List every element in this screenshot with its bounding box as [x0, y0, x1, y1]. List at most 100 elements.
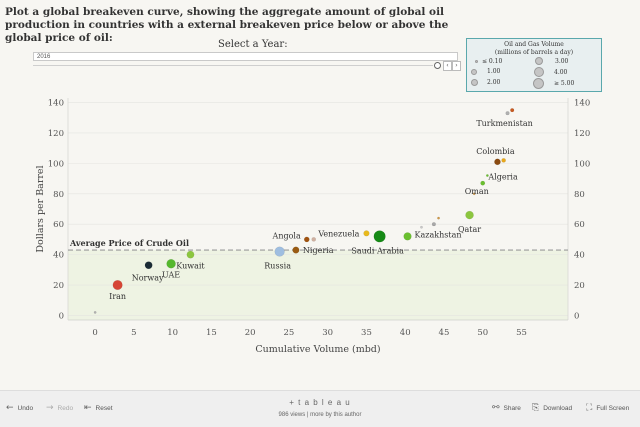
x-tick-label: 10	[167, 328, 178, 338]
point-label: Algeria	[487, 173, 518, 182]
data-point[interactable]	[431, 222, 436, 227]
x-tick-label: 15	[206, 328, 217, 338]
reset-icon: ⇤	[84, 403, 92, 413]
slider-prev-button[interactable]: ‹	[443, 61, 452, 71]
legend-item: ≤ 0.10	[473, 58, 502, 65]
point-label: Colombia	[476, 147, 515, 156]
data-point[interactable]	[144, 261, 153, 270]
legend-subtitle: (millions of barrels a day)	[494, 49, 574, 56]
y-axis-right: 0 20 40 60 80 100 120 140	[574, 99, 590, 322]
x-tick-label: 5	[131, 328, 136, 338]
y-tick-label-left: 100	[48, 159, 64, 169]
data-point[interactable]	[465, 210, 474, 220]
point-label: Iran	[109, 292, 126, 301]
y-tick-label-left: 0	[59, 311, 64, 321]
views-info: 986 views | more by this author	[0, 412, 640, 418]
year-slider-thumb[interactable]	[434, 62, 441, 69]
legend-title: Oil and Gas Volume	[504, 41, 564, 48]
y-tick-label-right: 100	[574, 159, 590, 169]
data-point[interactable]	[373, 230, 386, 243]
point-label: Qatar	[458, 225, 481, 234]
legend-item: 1.00	[471, 68, 500, 75]
reset-button[interactable]: ⇤ Reset	[84, 403, 113, 413]
average-price-label: Average Price of Crude Oil	[69, 238, 189, 248]
legend-item: ≥ 5.00	[533, 78, 574, 89]
y-axis-left: 0 20 40 60 80 100 120 140	[48, 99, 64, 322]
data-point[interactable]	[420, 225, 423, 229]
year-label: Select a Year:	[218, 39, 288, 50]
redo-button[interactable]: → Redo	[46, 403, 74, 413]
legend-item: 3.00	[535, 57, 568, 65]
y-tick-label-right: 140	[574, 99, 590, 109]
x-tick-label: 50	[477, 328, 488, 338]
point-label: Norway	[132, 273, 164, 282]
data-point[interactable]	[510, 108, 515, 113]
point-label: Kazakhstan	[415, 230, 462, 239]
circle-icon	[471, 68, 477, 75]
data-point[interactable]	[292, 246, 300, 254]
point-label: Russia	[264, 262, 291, 271]
data-point[interactable]	[186, 250, 195, 259]
y-tick-label-right: 120	[574, 129, 590, 139]
page-title: Plot a global breakeven curve, showing t…	[5, 6, 449, 44]
circle-icon	[535, 57, 543, 65]
y-tick-label-left: 60	[53, 220, 64, 230]
data-point[interactable]	[437, 216, 440, 220]
undo-icon: ←	[6, 403, 14, 413]
point-label: Nigeria	[303, 246, 334, 255]
x-tick-label: 40	[400, 328, 411, 338]
x-tick-label: 35	[361, 328, 372, 338]
data-point[interactable]	[480, 180, 486, 186]
tableau-toolbar: ← Undo → Redo ⇤ Reset + t a b l e a u 986 v…	[0, 390, 640, 427]
legend-item: 2.00	[471, 79, 500, 86]
y-tick-label-right: 40	[574, 251, 585, 261]
data-point[interactable]	[363, 230, 370, 237]
legend-item: 4.00	[534, 67, 567, 77]
data-point[interactable]	[166, 259, 176, 269]
data-point[interactable]	[303, 236, 310, 243]
data-point[interactable]	[311, 237, 316, 242]
data-point[interactable]	[403, 232, 412, 241]
download-button[interactable]: ⎘ Download	[532, 403, 573, 413]
data-point[interactable]	[472, 192, 476, 196]
slider-next-button[interactable]: ›	[452, 61, 461, 71]
y-tick-label-right: 80	[574, 190, 585, 200]
tableau-logo[interactable]: + t a b l e a u	[289, 398, 351, 407]
data-point[interactable]	[485, 174, 489, 177]
tableau-viz: Plot a global breakeven curve, showing t…	[5, 6, 602, 355]
data-point[interactable]	[501, 158, 506, 163]
y-tick-label-right: 0	[574, 311, 579, 321]
x-tick-label: 30	[322, 328, 333, 338]
data-point[interactable]	[112, 280, 123, 291]
data-points	[93, 108, 515, 314]
circle-icon	[533, 78, 544, 89]
data-point[interactable]	[494, 158, 501, 166]
views-count: 986 views	[278, 412, 306, 418]
full-screen-icon: ⛶	[586, 403, 593, 413]
redo-icon: →	[46, 403, 54, 413]
y-tick-label-left: 80	[53, 190, 64, 200]
x-tick-label: 0	[92, 328, 97, 338]
point-label: Kuwait	[176, 262, 205, 271]
point-label: Turkmenistan	[476, 119, 532, 128]
year-slider-track[interactable]	[33, 65, 433, 66]
x-axis-label: Cumulative Volume (mbd)	[255, 344, 380, 355]
y-tick-label-left: 40	[53, 251, 64, 261]
share-button[interactable]: ⚯ Share	[492, 403, 521, 413]
chevron-left-icon: ‹	[446, 62, 449, 69]
circle-icon	[475, 60, 478, 63]
data-point[interactable]	[505, 111, 510, 116]
more-by-author-link[interactable]: | more by this author	[306, 412, 362, 418]
breakeven-scatter-chart: 0 20 40 60 80 100 120 140 0 20 40 60 80 100 120 140 0 5…	[35, 98, 590, 355]
undo-button[interactable]: ← Undo	[6, 403, 34, 413]
full-screen-button[interactable]: ⛶ Full Screen	[586, 403, 630, 413]
data-point[interactable]	[274, 246, 285, 257]
y-tick-label-right: 20	[574, 281, 585, 291]
y-tick-label-left: 120	[48, 129, 64, 139]
y-tick-label-right: 60	[574, 220, 585, 230]
size-legend: Oil and Gas Volume (millions of barrels …	[466, 38, 602, 92]
point-label: Oman	[465, 187, 489, 196]
year-input[interactable]: 2016	[33, 52, 458, 61]
data-point[interactable]	[93, 310, 97, 314]
